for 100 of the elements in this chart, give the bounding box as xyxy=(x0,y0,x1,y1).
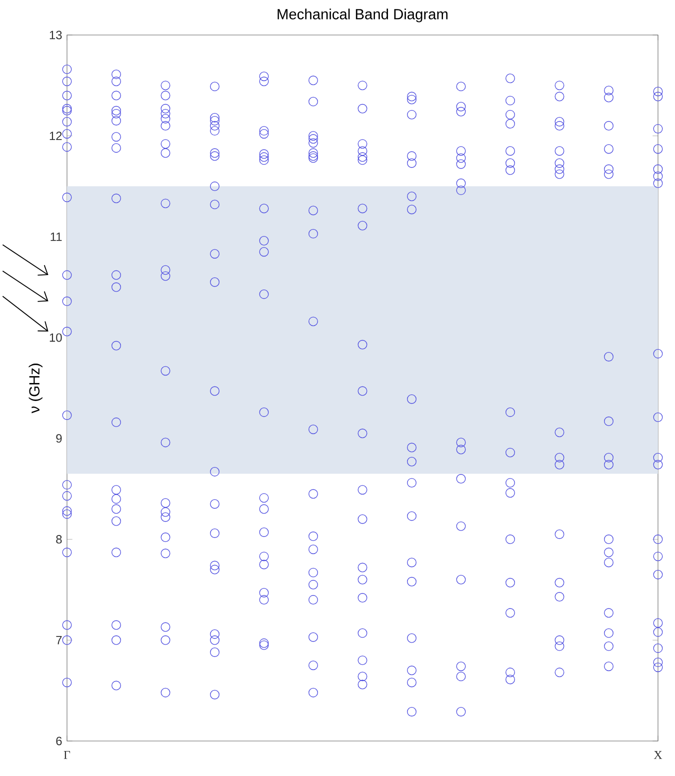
point xyxy=(160,139,170,149)
point xyxy=(308,632,318,642)
point xyxy=(456,82,466,92)
point xyxy=(160,114,170,124)
point xyxy=(112,90,121,100)
point xyxy=(358,340,368,350)
point xyxy=(210,182,220,192)
point xyxy=(160,80,170,90)
point xyxy=(308,134,318,144)
point xyxy=(112,635,121,645)
point xyxy=(308,568,318,578)
x-tick-label: Γ xyxy=(64,751,70,759)
point xyxy=(62,129,72,139)
point xyxy=(456,574,466,584)
point xyxy=(653,460,663,470)
point xyxy=(653,662,663,672)
point xyxy=(653,552,663,562)
point xyxy=(308,424,318,434)
point xyxy=(160,622,170,632)
point xyxy=(160,108,170,118)
point xyxy=(308,206,318,216)
point xyxy=(308,580,318,590)
point xyxy=(62,142,72,152)
point xyxy=(604,121,614,131)
point xyxy=(358,628,368,638)
point xyxy=(308,316,318,326)
point xyxy=(112,116,121,126)
point xyxy=(358,656,368,666)
point xyxy=(407,192,416,202)
point xyxy=(358,80,368,90)
y-tick-label: 12 xyxy=(50,132,62,140)
point xyxy=(456,106,466,116)
point xyxy=(308,131,318,141)
point xyxy=(112,485,121,495)
point xyxy=(554,92,564,102)
point xyxy=(62,410,72,420)
point xyxy=(62,491,72,501)
point xyxy=(358,220,368,230)
point xyxy=(259,149,269,159)
point xyxy=(210,151,220,161)
point xyxy=(112,494,121,504)
point xyxy=(62,270,72,280)
point xyxy=(358,562,368,572)
point xyxy=(112,504,121,514)
point xyxy=(308,595,318,605)
point xyxy=(160,271,170,281)
point xyxy=(308,688,318,698)
point xyxy=(358,574,368,584)
point xyxy=(259,289,269,299)
point xyxy=(506,74,515,84)
point xyxy=(259,76,269,86)
point xyxy=(506,608,515,618)
point xyxy=(456,153,466,163)
point xyxy=(62,64,72,74)
point xyxy=(62,296,72,306)
point xyxy=(62,90,72,100)
point xyxy=(62,326,72,336)
point xyxy=(653,348,663,358)
point xyxy=(554,635,564,645)
point xyxy=(112,108,121,118)
point xyxy=(604,416,614,426)
point xyxy=(62,509,72,519)
point xyxy=(210,560,220,570)
point xyxy=(407,151,416,161)
y-tick-label: 13 xyxy=(50,30,62,40)
point xyxy=(210,690,220,700)
point xyxy=(308,148,318,158)
point xyxy=(259,204,269,214)
point xyxy=(308,660,318,670)
point xyxy=(506,146,515,156)
point xyxy=(407,158,416,168)
point xyxy=(604,628,614,638)
x-tick-label: X xyxy=(654,751,662,759)
point xyxy=(210,116,220,126)
point xyxy=(160,121,170,131)
point xyxy=(456,662,466,672)
point xyxy=(210,466,220,476)
point xyxy=(554,158,564,168)
point xyxy=(604,452,614,462)
point xyxy=(259,504,269,514)
point xyxy=(653,452,663,462)
point xyxy=(160,90,170,100)
point xyxy=(112,106,121,116)
point xyxy=(604,144,614,154)
point xyxy=(554,668,564,678)
point xyxy=(112,282,121,292)
point xyxy=(160,498,170,508)
point xyxy=(160,265,170,275)
point xyxy=(653,124,663,134)
point xyxy=(210,200,220,210)
point xyxy=(554,80,564,90)
point xyxy=(506,668,515,678)
point xyxy=(407,511,416,521)
point xyxy=(210,499,220,509)
point xyxy=(407,576,416,586)
point xyxy=(259,588,269,598)
point xyxy=(259,247,269,257)
point xyxy=(308,489,318,499)
point xyxy=(506,119,515,128)
point xyxy=(62,76,72,86)
